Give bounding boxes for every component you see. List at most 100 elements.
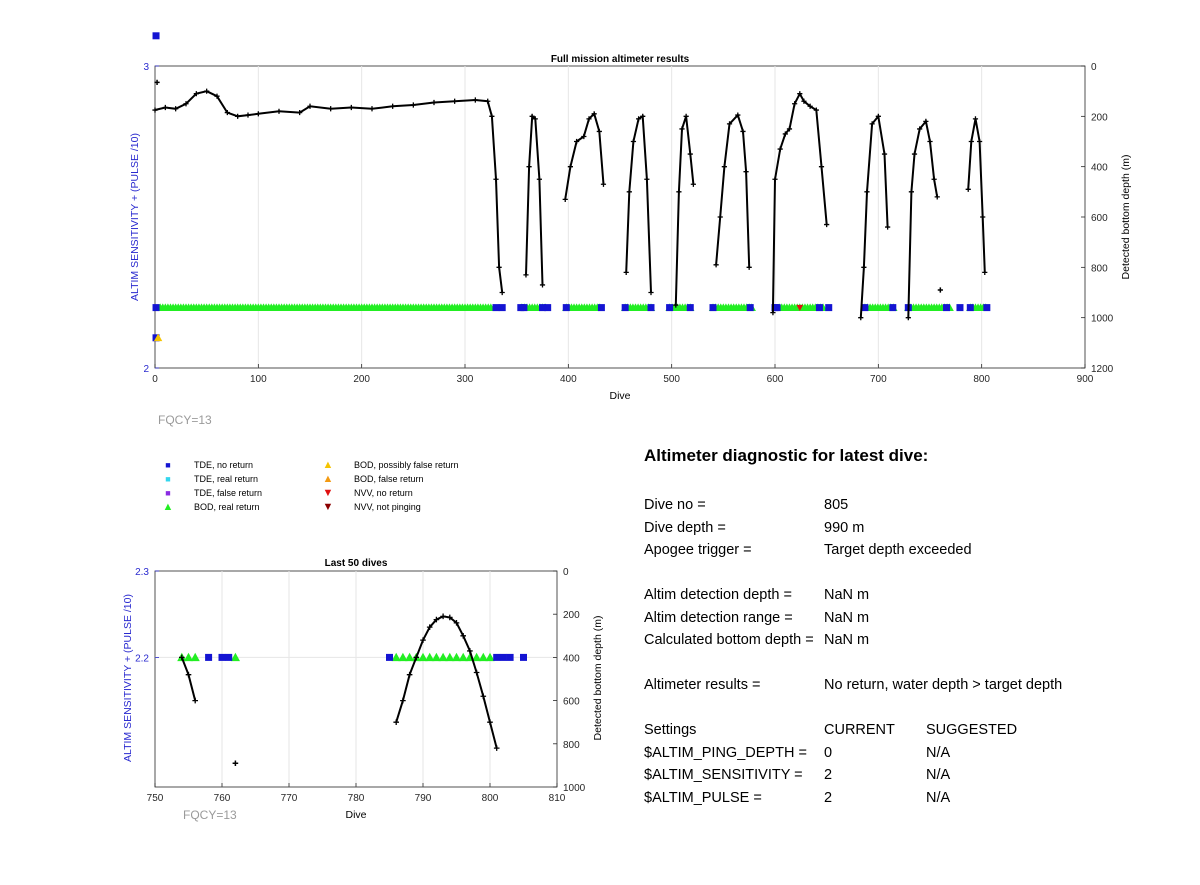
bottom-depth-point xyxy=(192,697,198,704)
legend-item: ▲ BOD, possibly false return xyxy=(320,458,459,472)
bod-real-return-marker xyxy=(485,652,495,662)
setting-name: $ALTIM_PING_DEPTH = xyxy=(644,744,807,761)
bottom-depth-point xyxy=(255,111,261,117)
current-label: CURRENT xyxy=(824,721,895,738)
bod-real-return-marker xyxy=(431,652,441,662)
bod-real-return-marker xyxy=(398,652,408,662)
apogee-value: Target depth exceeded xyxy=(824,542,972,559)
bod-real-return-marker xyxy=(183,652,194,662)
bod-marker xyxy=(153,333,163,342)
setting-suggested: N/A xyxy=(926,744,951,761)
bottom-depth-point xyxy=(911,151,918,157)
tde-no-return-marker xyxy=(983,304,991,312)
full-mission-chart: 0 100 200 300 400 500 600 700 800 900 2 3 0 200 400 600… xyxy=(129,32,1132,427)
bottom-depth-point xyxy=(740,128,746,135)
setting-current: 0 xyxy=(824,744,833,761)
bottom-depth-point xyxy=(487,719,493,725)
bod-real-return-marker xyxy=(391,652,401,662)
dive-no-row: Dive no = 805 xyxy=(644,494,1184,517)
bottom-depth-point xyxy=(529,113,535,119)
bottom-depth-point xyxy=(972,116,979,122)
marker-legend: ■ TDE, no return ■ TDE, real return ■ TDE, fa… xyxy=(160,458,520,518)
square-icon: ■ xyxy=(165,460,171,470)
x-tick-label: 300 xyxy=(457,374,474,385)
tde-no-return-marker xyxy=(709,304,717,312)
tde-no-return-marker xyxy=(956,304,964,312)
x-tick-label: 100 xyxy=(250,374,267,385)
bod-real-return-marker xyxy=(405,652,415,662)
bottom-depth-point xyxy=(406,671,413,678)
bottom-depth-point xyxy=(452,98,458,104)
tde-no-return-marker xyxy=(225,653,233,661)
bottom-depth-point xyxy=(824,221,830,228)
bottom-depth-point xyxy=(858,315,864,321)
bottom-depth-point xyxy=(721,164,727,170)
dive-depth-row: Dive depth = 990 m xyxy=(644,517,1184,540)
tde-no-return-marker xyxy=(773,304,781,312)
bottom-depth-point xyxy=(245,112,251,118)
x-tick-label: 800 xyxy=(973,374,990,385)
results-label: Altimeter results = xyxy=(644,677,761,694)
bottom-depth-point xyxy=(980,214,986,220)
bottom-depth-point xyxy=(746,264,752,270)
x-tick-label: 800 xyxy=(482,793,499,804)
bottom-depth-point xyxy=(536,176,542,182)
last-50-dives-chart: 750 760 770 780 790 800 810 2.2 2.3 0 200 400 600 800… xyxy=(122,558,604,822)
last-50-ylabel-right: Detected bottom depth (m) xyxy=(592,616,604,741)
bottom-depth-point xyxy=(567,164,573,170)
bottom-depth-point xyxy=(183,101,189,107)
bottom-depth-point xyxy=(772,176,778,182)
bottom-depth-point xyxy=(644,176,650,182)
full-mission-ylabel-left: ALTIM SENSITIVITY + (PULSE /10) xyxy=(129,133,141,301)
y2-tick-label: 400 xyxy=(563,653,580,664)
tde-no-return-marker xyxy=(493,653,501,661)
bottom-depth-point xyxy=(596,128,602,135)
bod-real-return-marker xyxy=(438,652,448,662)
bottom-depth-point xyxy=(179,654,185,661)
bottom-depth-point xyxy=(232,760,239,767)
x-tick-label: 780 xyxy=(348,793,365,804)
bottom-depth-point xyxy=(460,633,466,639)
bottom-depth-point xyxy=(626,189,632,195)
legend-label: TDE, real return xyxy=(194,474,259,484)
tde-no-return-marker xyxy=(562,304,570,312)
full-mission-ticks: 0 100 200 300 400 500 600 700 800 900 2 3 0 200 400 600… xyxy=(143,62,1113,385)
bottom-depth-point xyxy=(864,189,870,195)
x-tick-label: 810 xyxy=(549,793,566,804)
bod-real-return-marker xyxy=(425,652,435,662)
x-tick-label: 700 xyxy=(870,374,887,385)
bod-real-return-marker xyxy=(478,652,488,662)
bottom-depth-point xyxy=(770,310,776,316)
diagnostic-title: Altimeter diagnostic for latest dive: xyxy=(644,446,929,465)
tde-no-return-marker xyxy=(943,304,951,312)
legend-label: TDE, no return xyxy=(194,460,254,470)
apogee-label: Apogee trigger = xyxy=(644,542,752,559)
x-tick-label: 0 xyxy=(152,374,158,385)
bottom-depth-point xyxy=(493,176,499,182)
bottom-depth-point xyxy=(480,693,487,700)
bottom-depth-point xyxy=(214,93,220,99)
bottom-depth-point xyxy=(934,194,940,200)
bottom-depth-point xyxy=(807,103,813,109)
last-50-depth-series xyxy=(179,613,500,767)
altimeter-diagnostic-panel: Altimeter diagnostic for latest dive: Di… xyxy=(644,446,1184,810)
tde-no-return-marker xyxy=(686,304,694,312)
altim-depth-row: Altim detection depth = NaN m xyxy=(644,584,1184,607)
tde-no-return-marker xyxy=(492,304,500,312)
bottom-depth-point xyxy=(523,272,529,278)
bottom-depth-point xyxy=(861,264,867,270)
tde-no-return-marker xyxy=(815,304,823,312)
bottom-depth-point xyxy=(410,102,416,108)
bottom-depth-point xyxy=(683,113,689,119)
bottom-depth-point xyxy=(489,113,495,119)
setting-suggested: N/A xyxy=(926,767,951,784)
tde-no-return-marker xyxy=(746,304,754,312)
bottom-depth-point xyxy=(152,107,158,113)
bottom-depth-point xyxy=(413,654,420,661)
legend-label: TDE, false return xyxy=(194,488,263,498)
bottom-depth-point xyxy=(307,103,313,109)
triangle-up-icon: ▲ xyxy=(322,473,334,485)
legend-label: BOD, possibly false return xyxy=(354,460,459,470)
y2-tick-label: 1000 xyxy=(1091,314,1114,325)
last-50-ticks: 750 760 770 780 790 800 810 2.2 2.3 0 200 400 600 800… xyxy=(135,567,586,804)
